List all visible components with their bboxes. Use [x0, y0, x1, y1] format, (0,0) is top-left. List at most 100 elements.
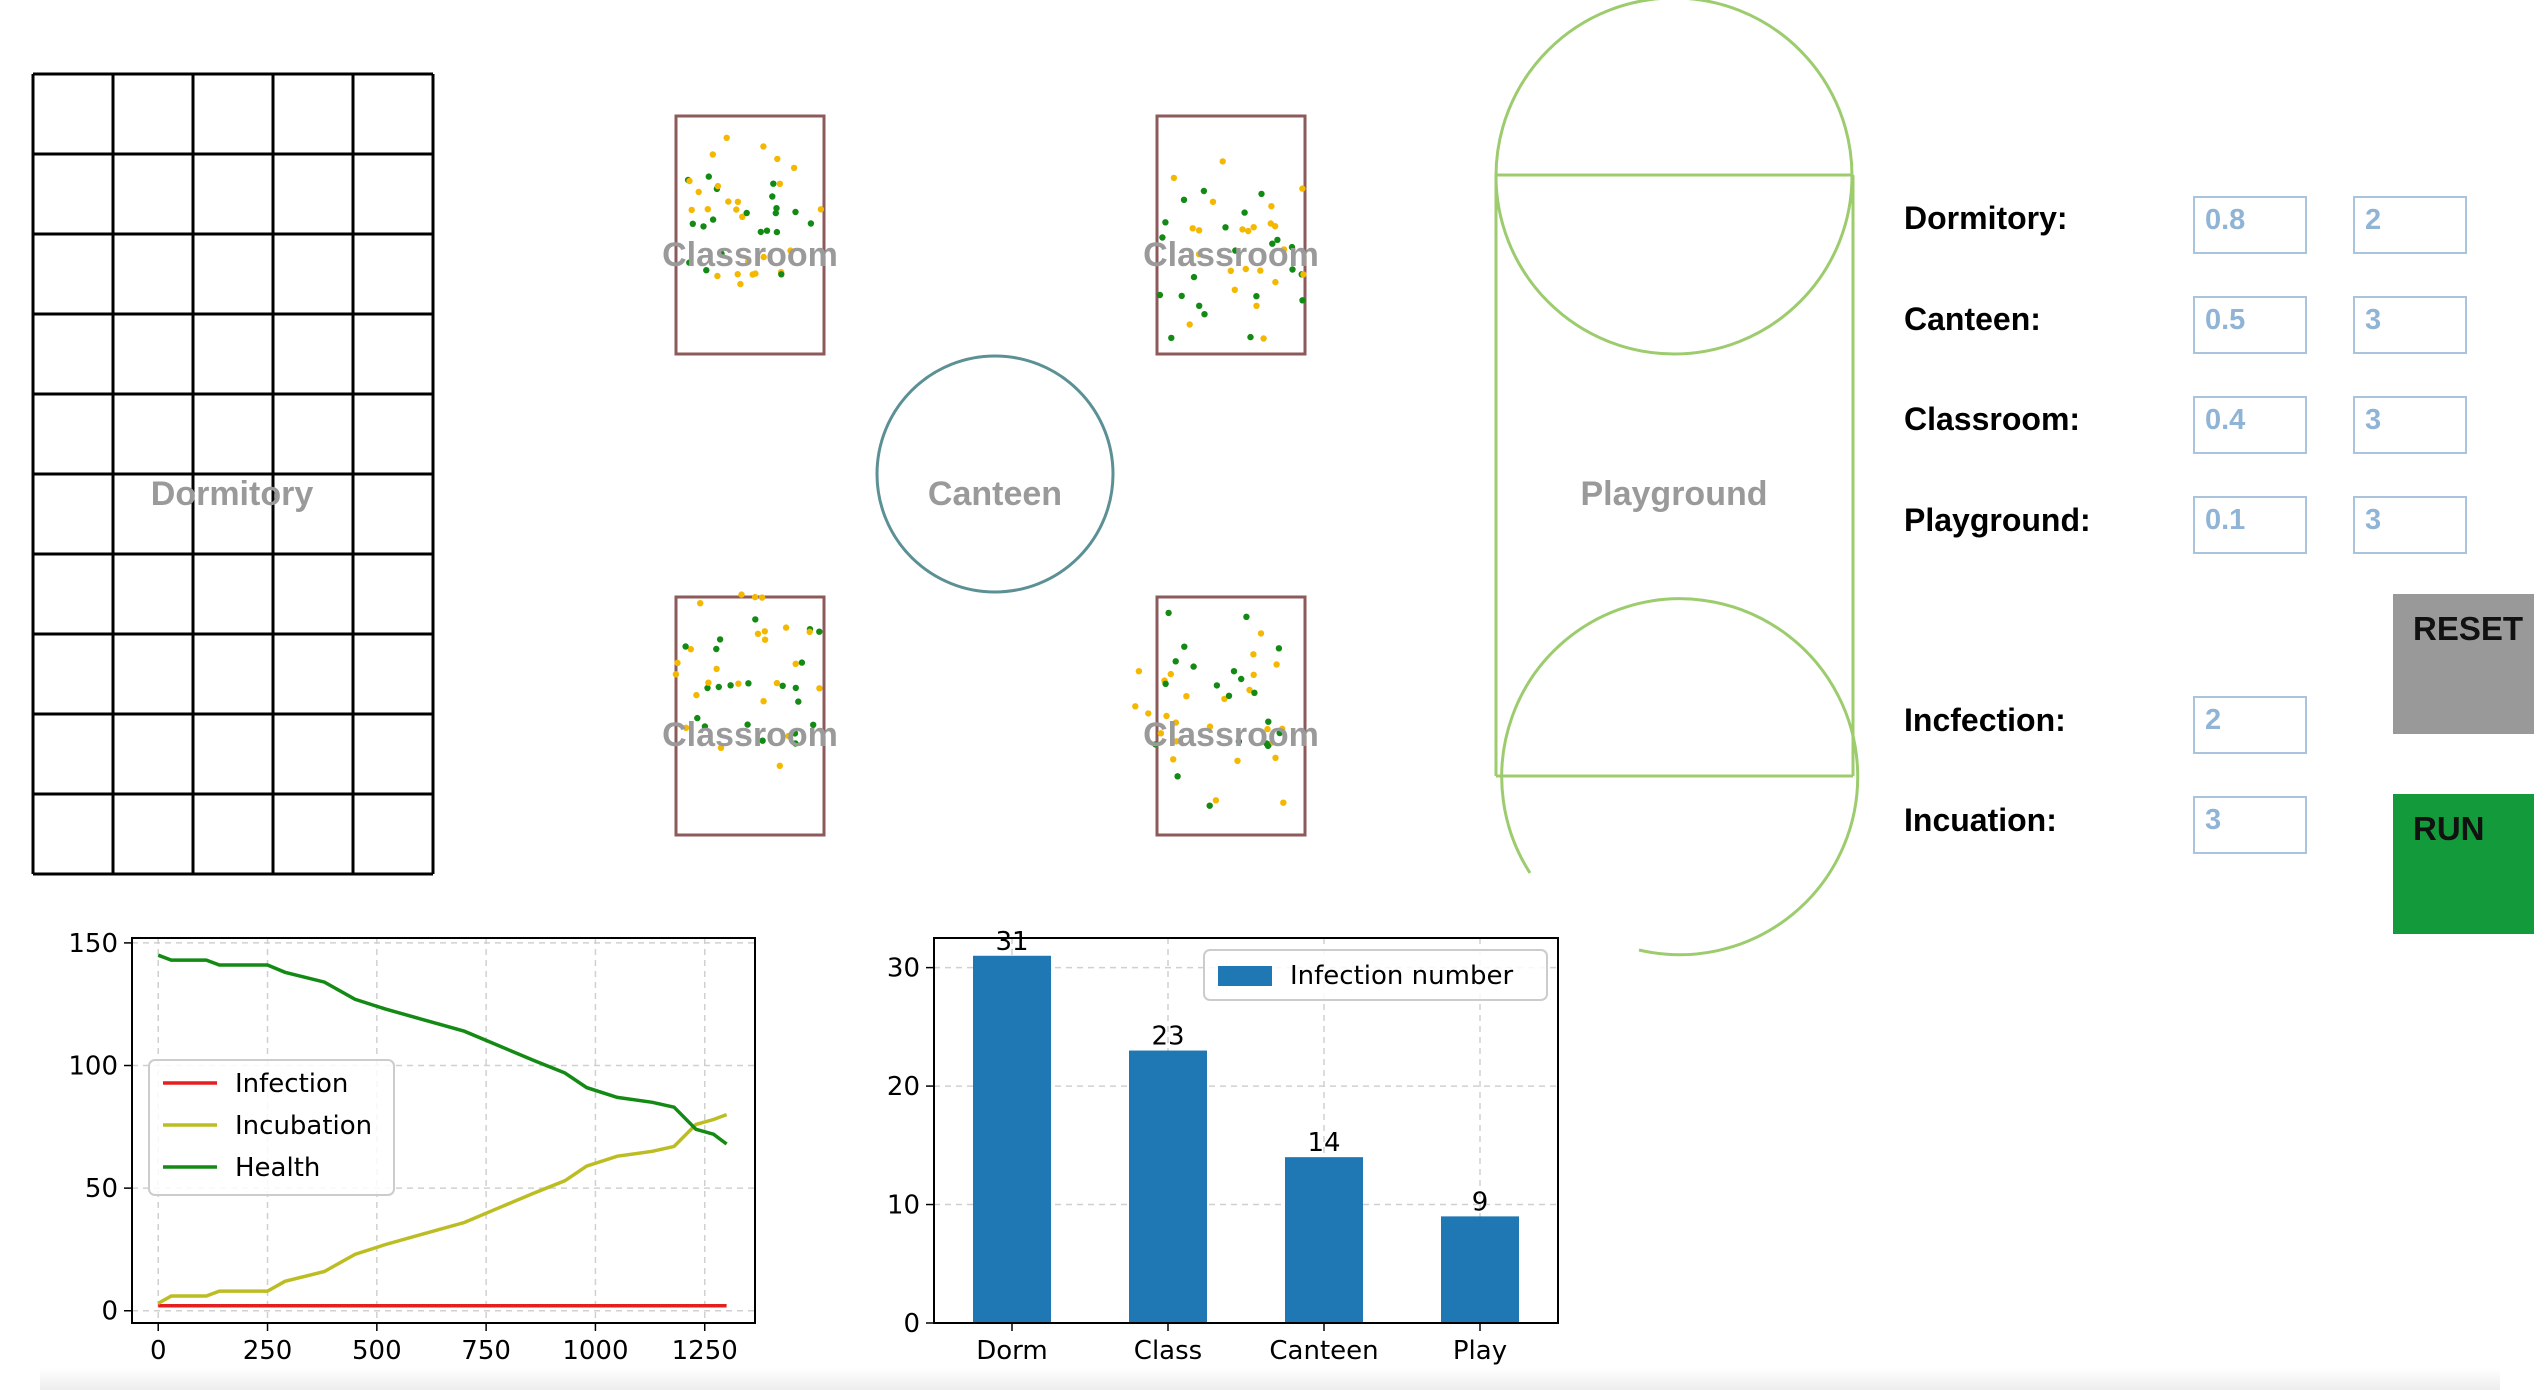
person-dot — [785, 732, 792, 740]
param-label-canteen: Canteen: — [1904, 301, 2041, 337]
person-dot — [1272, 754, 1279, 761]
person-dot — [1219, 158, 1226, 165]
reset-button[interactable]: RESET — [2393, 594, 2534, 734]
person-dot — [1269, 240, 1276, 247]
playground-label: Playground — [1580, 475, 1767, 513]
person-dot — [754, 630, 762, 637]
person-dot — [792, 208, 799, 216]
classroom-bottom-left — [674, 595, 826, 837]
person-dot — [1221, 695, 1228, 703]
person-dot — [807, 220, 815, 227]
param-label-playground: Playground: — [1904, 502, 2091, 538]
line-chart-xtick-label: 1000 — [562, 1336, 628, 1366]
person-dot — [737, 280, 744, 288]
person-dot — [1174, 773, 1181, 780]
person-dot — [1196, 302, 1203, 309]
person-dot — [1189, 225, 1196, 232]
bar-chart-ytick-label: 10 — [887, 1191, 920, 1221]
person-dot — [743, 209, 750, 217]
classroom-top-left — [674, 114, 826, 356]
person-dot — [761, 628, 768, 635]
person-dot — [1181, 643, 1188, 650]
person-dot — [1195, 227, 1203, 234]
person-dot — [1232, 247, 1239, 254]
line-chart-ytick-label: 0 — [101, 1297, 118, 1327]
person-dot — [693, 691, 700, 699]
person-dot — [1257, 267, 1264, 274]
person-dot — [734, 271, 741, 278]
person-dot — [1253, 302, 1260, 309]
person-dot — [727, 682, 734, 689]
dormitory-count-input[interactable]: 2 — [2353, 196, 2467, 254]
bottom-shadow — [40, 1368, 2500, 1390]
person-dot — [817, 206, 825, 213]
dormitory-rate-input[interactable]: 0.8 — [2193, 196, 2307, 254]
playground-count-input[interactable]: 3 — [2353, 496, 2467, 554]
line-series-incubation — [157, 1112, 728, 1305]
person-dot — [1135, 668, 1143, 675]
person-dot — [779, 682, 786, 689]
dormitory-label: Dormitory — [151, 475, 314, 513]
person-dot — [1183, 693, 1190, 700]
line-chart-xtick-label: 500 — [352, 1336, 402, 1366]
person-dot — [1271, 223, 1279, 230]
canteen-rate-input[interactable]: 0.5 — [2193, 296, 2307, 354]
line-chart-xtick-label: 1250 — [672, 1336, 738, 1366]
person-dot — [1200, 187, 1208, 195]
person-dot — [1173, 738, 1180, 745]
person-dot — [1230, 668, 1238, 675]
legend-label-incubation: Incubation — [235, 1111, 372, 1141]
person-dot — [725, 198, 732, 205]
person-dot — [715, 683, 722, 691]
bar-value-label: 9 — [1472, 1187, 1489, 1217]
person-dot — [1152, 741, 1159, 748]
person-dot — [1268, 203, 1275, 210]
person-dot — [1190, 663, 1197, 670]
person-dot — [1247, 333, 1254, 341]
person-dot — [1250, 651, 1257, 658]
person-dot — [758, 594, 766, 601]
canteen-circle — [875, 354, 1115, 594]
classroom-count-input[interactable]: 3 — [2353, 396, 2467, 454]
person-dot — [688, 206, 695, 214]
playground-rate-input[interactable]: 0.1 — [2193, 496, 2307, 554]
legend-label-infection: Infection — [235, 1069, 348, 1099]
person-dot — [717, 744, 725, 751]
person-dot — [1242, 265, 1250, 273]
person-dot — [739, 213, 746, 220]
classroom-label-bottom-right: Classroom — [1143, 716, 1319, 754]
person-dot — [735, 680, 742, 687]
person-dot — [1162, 219, 1169, 226]
bar-chart-ytick-label: 20 — [887, 1072, 920, 1102]
infection-input[interactable]: 2 — [2193, 696, 2307, 754]
person-dot — [686, 259, 693, 266]
playground-track — [1494, 0, 1860, 957]
person-dot — [1162, 680, 1169, 687]
person-dot — [1157, 730, 1165, 737]
person-dot — [1231, 286, 1239, 293]
line-series-health — [157, 953, 728, 1146]
person-dot — [760, 143, 767, 150]
bar-class — [1129, 1050, 1207, 1323]
person-dot — [714, 182, 722, 190]
incubation-input[interactable]: 3 — [2193, 796, 2307, 854]
canteen-count-input[interactable]: 3 — [2353, 296, 2467, 354]
person-dot — [1180, 196, 1188, 203]
person-dot — [763, 227, 771, 234]
line-chart-xtick-label: 0 — [150, 1336, 167, 1366]
person-dot — [1212, 797, 1220, 804]
person-dot — [718, 250, 725, 257]
person-dot — [816, 628, 823, 635]
classroom-rate-input[interactable]: 0.4 — [2193, 396, 2307, 454]
person-dot — [716, 636, 724, 643]
person-dot — [1239, 226, 1246, 233]
person-dot — [1300, 271, 1307, 278]
person-dot — [774, 155, 781, 163]
bar-category-label: Play — [1453, 1336, 1507, 1366]
person-dot — [787, 247, 794, 254]
person-dot — [776, 762, 783, 769]
person-dot — [733, 206, 740, 213]
run-button[interactable]: RUN — [2393, 794, 2534, 934]
person-dot — [792, 660, 799, 667]
person-dot — [745, 258, 752, 265]
